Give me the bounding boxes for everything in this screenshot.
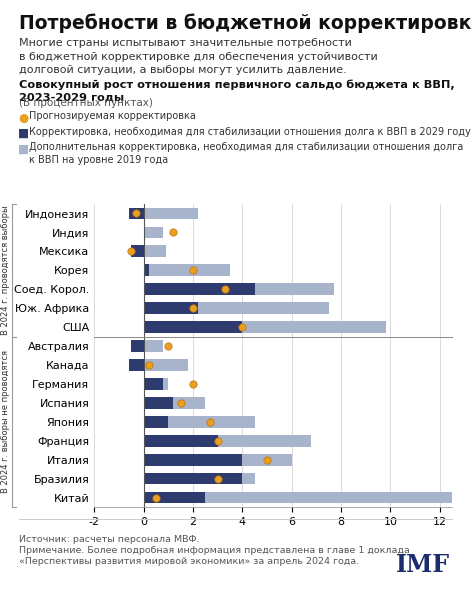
Bar xyxy=(198,302,329,314)
Bar xyxy=(144,416,168,428)
Bar xyxy=(144,435,218,446)
Bar xyxy=(218,435,311,446)
Point xyxy=(206,417,214,427)
Bar xyxy=(131,340,144,352)
Text: Потребности в бюджетной корректировке: Потребности в бюджетной корректировке xyxy=(19,13,471,33)
Text: ■: ■ xyxy=(18,143,29,156)
Bar xyxy=(242,454,292,466)
Bar xyxy=(144,473,242,484)
Bar xyxy=(144,359,188,371)
Point xyxy=(132,209,140,218)
Bar xyxy=(148,265,230,276)
Point xyxy=(189,265,197,275)
Text: ●: ● xyxy=(18,112,29,125)
Bar xyxy=(144,283,255,295)
Bar xyxy=(129,359,144,371)
Bar xyxy=(168,416,255,428)
Bar xyxy=(144,208,198,220)
Text: Многие страны испытывают значительные потребности
в бюджетной корректировке для : Многие страны испытывают значительные по… xyxy=(19,38,378,75)
Point xyxy=(145,360,152,370)
Bar xyxy=(129,208,144,220)
Point xyxy=(221,284,229,294)
Bar xyxy=(131,245,144,257)
Point xyxy=(238,322,246,332)
Bar xyxy=(144,397,173,409)
Point xyxy=(170,227,177,237)
Point xyxy=(189,304,197,313)
Point xyxy=(177,398,184,407)
Bar xyxy=(205,491,452,503)
Bar xyxy=(144,491,205,503)
Bar xyxy=(144,265,148,276)
Bar xyxy=(144,378,163,390)
Bar xyxy=(242,321,385,333)
Point xyxy=(152,493,160,502)
Text: Примечание. Более подробная информация представлена в главе 1 доклада
«Перспекти: Примечание. Более подробная информация п… xyxy=(19,546,410,566)
Text: В 2024 г. проводятся выборы: В 2024 г. проводятся выборы xyxy=(1,205,10,335)
Text: Совокупный рост отношения первичного сальдо бюджета к ВВП,
2023-2029 годы: Совокупный рост отношения первичного сал… xyxy=(19,79,455,102)
Point xyxy=(128,247,135,256)
Point xyxy=(214,474,221,484)
Bar xyxy=(242,473,255,484)
Text: Прогнозируемая корректировка: Прогнозируемая корректировка xyxy=(29,111,196,121)
Point xyxy=(164,341,172,351)
Point xyxy=(214,436,221,446)
Bar xyxy=(173,397,205,409)
Text: Корректировка, необходимая для стабилизации отношения долга к ВВП в 2029 году: Корректировка, необходимая для стабилиза… xyxy=(29,127,471,137)
Text: Источник: расчеты персонала МВФ.: Источник: расчеты персонала МВФ. xyxy=(19,535,199,544)
Bar xyxy=(163,378,168,390)
Bar xyxy=(144,227,163,238)
Bar xyxy=(144,321,242,333)
Text: ■: ■ xyxy=(18,127,29,140)
Bar xyxy=(144,245,166,257)
Point xyxy=(263,455,271,464)
Text: (В процентных пунктах): (В процентных пунктах) xyxy=(19,98,153,109)
Bar xyxy=(144,454,242,466)
Bar xyxy=(144,302,198,314)
Bar xyxy=(255,283,333,295)
Text: Дополнительная корректировка, необходимая для стабилизации отношения долга
к ВВП: Дополнительная корректировка, необходима… xyxy=(29,142,463,164)
Point xyxy=(189,379,197,389)
Text: IMF: IMF xyxy=(396,553,450,577)
Text: В 2024 г. выборы не проводятся: В 2024 г. выборы не проводятся xyxy=(1,350,10,493)
Bar xyxy=(144,340,163,352)
